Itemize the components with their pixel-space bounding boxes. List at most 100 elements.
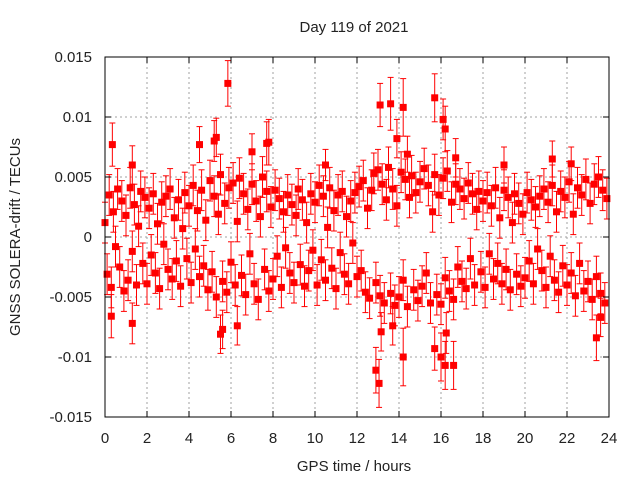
data-point [496, 214, 504, 222]
data-point [490, 275, 497, 283]
data-point [412, 189, 420, 197]
data-point [261, 265, 269, 273]
data-point [391, 301, 399, 309]
data-point [351, 189, 359, 197]
data-point [151, 269, 159, 277]
data-point [473, 205, 481, 213]
data-point [345, 280, 353, 288]
data-point [109, 208, 117, 216]
data-point [387, 100, 395, 108]
data-point [303, 219, 311, 227]
data-point [347, 197, 355, 205]
data-point [532, 203, 539, 211]
x-tick-label: 6 [227, 430, 235, 447]
data-point [172, 257, 180, 265]
data-point [145, 204, 153, 212]
data-point [380, 299, 388, 307]
data-point [492, 184, 500, 192]
data-point [135, 222, 143, 230]
data-point [603, 195, 611, 203]
data-point [437, 353, 445, 361]
data-point [214, 210, 222, 218]
data-point [240, 190, 248, 198]
data-point [330, 207, 338, 215]
x-tick-label: 10 [307, 430, 324, 447]
data-point [290, 279, 298, 287]
data-point [361, 288, 369, 296]
data-point [485, 250, 493, 258]
data-point [122, 211, 130, 219]
data-point [471, 281, 479, 289]
data-point [349, 239, 357, 247]
data-point [401, 175, 409, 183]
data-point [458, 277, 466, 285]
data-point [500, 161, 508, 169]
data-point [511, 190, 518, 198]
data-point [133, 281, 140, 289]
data-point [357, 267, 365, 275]
data-point [259, 173, 266, 181]
data-point [460, 195, 468, 203]
data-point [307, 190, 315, 198]
data-point [567, 160, 575, 168]
x-tick-label: 18 [475, 430, 492, 447]
data-point [397, 168, 405, 176]
data-point [315, 181, 323, 189]
data-point [464, 179, 472, 187]
data-point [105, 191, 113, 199]
x-tick-label: 2 [143, 430, 151, 447]
data-point [435, 191, 443, 199]
data-point [448, 198, 455, 206]
x-tick-label: 20 [517, 430, 534, 447]
data-point [441, 274, 449, 282]
data-point [242, 291, 250, 299]
data-point [206, 177, 214, 185]
data-point [324, 223, 332, 231]
data-point [280, 208, 287, 216]
data-point [359, 177, 367, 185]
data-point [395, 293, 403, 301]
data-point [372, 279, 380, 287]
data-point [376, 292, 384, 300]
data-point [563, 281, 571, 289]
x-tick-label: 0 [101, 430, 109, 447]
data-point [410, 286, 418, 294]
data-point [502, 265, 510, 273]
data-point [494, 259, 502, 267]
data-points [101, 60, 611, 408]
data-point [309, 246, 317, 254]
data-point [286, 269, 294, 277]
data-point [504, 193, 512, 201]
data-point [267, 203, 275, 211]
data-point [225, 184, 233, 192]
data-point [538, 267, 546, 275]
data-point [269, 275, 277, 283]
data-point [544, 198, 552, 206]
data-point [154, 220, 161, 228]
y-tick-label: 0.01 [63, 109, 92, 126]
data-point [588, 295, 596, 303]
data-point [273, 252, 281, 260]
data-point [393, 135, 401, 143]
data-point [580, 287, 588, 295]
data-point [141, 193, 149, 201]
data-point [559, 262, 567, 270]
data-point [149, 190, 157, 198]
data-point [181, 189, 189, 197]
data-point [191, 245, 199, 253]
data-point [170, 214, 178, 222]
data-point [571, 292, 579, 300]
y-axis-label: GNSS SOLERA-drift / TECUs [7, 138, 24, 336]
data-point [403, 150, 411, 158]
data-point [298, 196, 306, 204]
data-point [574, 184, 581, 192]
data-point [231, 281, 239, 289]
data-point [147, 251, 155, 259]
x-tick-label: 12 [349, 430, 366, 447]
data-point [399, 276, 407, 284]
data-point [301, 282, 308, 290]
data-point [364, 204, 371, 212]
data-point [284, 191, 292, 199]
data-point [521, 274, 529, 282]
data-point [399, 353, 407, 361]
